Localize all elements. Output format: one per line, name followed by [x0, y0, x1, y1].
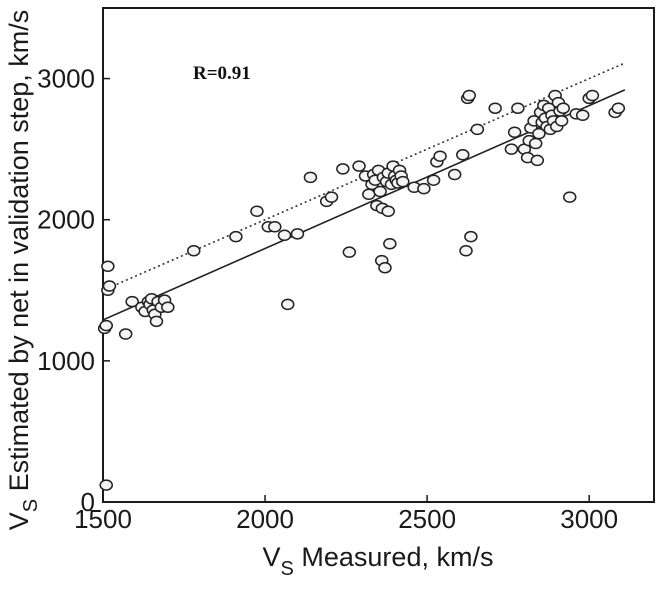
data-point — [336, 163, 350, 175]
correlation-annotation: R=0.91 — [193, 63, 251, 84]
y-axis-title: VS Estimated by net in validation step, … — [4, 10, 42, 531]
data-point — [324, 191, 339, 203]
x-axis-title-rest: Measured, km/s — [294, 542, 494, 572]
data-point — [470, 123, 485, 136]
data-point — [562, 191, 577, 203]
y-tick-label: 1000 — [37, 346, 95, 376]
data-point — [290, 228, 305, 240]
data-point — [462, 89, 477, 102]
data-point — [101, 260, 115, 273]
data-point — [268, 221, 282, 233]
y-axis-title-main: V — [4, 512, 34, 530]
data-point — [532, 127, 546, 140]
data-point — [433, 150, 447, 162]
data-point — [99, 479, 113, 491]
axis-ticks: 1500 2000 2500 3000 0 1000 2000 3000 — [37, 64, 618, 534]
data-point — [575, 109, 590, 122]
data-point — [417, 182, 431, 195]
data-point — [280, 298, 295, 311]
data-point — [488, 102, 502, 114]
data-point — [352, 160, 366, 172]
data-point — [381, 205, 395, 217]
data-point — [611, 102, 626, 114]
data-point — [528, 137, 543, 150]
plot-frame — [102, 7, 655, 503]
x-tick-label: 1500 — [74, 504, 132, 534]
data-point — [554, 115, 569, 127]
data-point — [383, 237, 397, 250]
data-points — [97, 89, 626, 491]
data-point — [229, 230, 243, 243]
data-point — [511, 102, 525, 114]
data-point — [456, 149, 470, 161]
data-point — [118, 328, 133, 340]
data-point — [447, 168, 462, 181]
y-tick-label: 3000 — [37, 64, 95, 94]
y-axis-title-rest: Estimated by net in validation step, km/… — [4, 10, 34, 499]
data-point — [556, 102, 570, 114]
data-point — [373, 185, 387, 198]
data-point — [530, 154, 545, 167]
data-point — [362, 188, 376, 201]
data-point — [250, 205, 264, 217]
x-axis-title: VS Measured, km/s — [263, 542, 494, 580]
data-point — [99, 319, 113, 332]
data-point — [396, 175, 410, 188]
y-tick-label: 0 — [81, 487, 95, 517]
data-point — [161, 301, 175, 313]
data-point — [102, 280, 117, 292]
y-tick-label: 2000 — [37, 205, 95, 235]
data-point — [342, 246, 357, 258]
data-point — [459, 245, 473, 257]
data-point — [504, 143, 519, 155]
data-point — [585, 89, 600, 102]
data-point — [378, 261, 392, 274]
data-point — [303, 171, 318, 184]
data-point — [149, 315, 164, 328]
x-tick-label: 2000 — [236, 504, 294, 534]
data-point — [507, 126, 522, 138]
x-axis-title-main: V — [263, 542, 281, 572]
data-point — [187, 245, 201, 257]
data-point — [426, 174, 441, 186]
x-tick-label: 2500 — [398, 504, 456, 534]
data-point — [464, 230, 478, 243]
data-point — [125, 295, 139, 308]
y-axis-title-subscript: S — [20, 499, 42, 512]
data-point — [277, 229, 292, 241]
x-tick-label: 3000 — [560, 504, 618, 534]
x-axis-title-subscript: S — [281, 558, 294, 580]
